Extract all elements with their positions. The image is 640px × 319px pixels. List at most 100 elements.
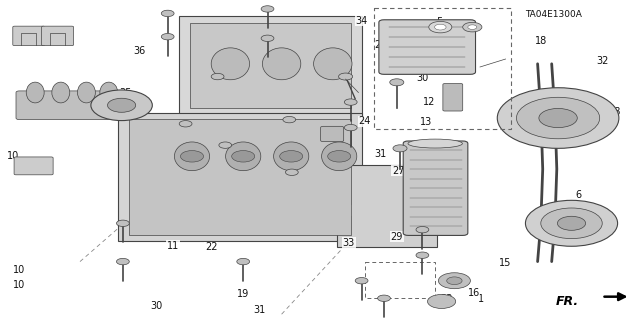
Ellipse shape	[100, 82, 118, 103]
Text: 27: 27	[392, 166, 404, 176]
FancyBboxPatch shape	[13, 26, 45, 46]
Ellipse shape	[174, 142, 210, 171]
Circle shape	[179, 121, 192, 127]
FancyBboxPatch shape	[14, 157, 53, 175]
Circle shape	[285, 169, 298, 175]
Text: 6: 6	[575, 189, 582, 200]
Text: 11: 11	[416, 147, 429, 157]
Text: 5: 5	[436, 17, 443, 27]
Circle shape	[161, 10, 174, 17]
FancyBboxPatch shape	[179, 16, 362, 118]
Text: 26: 26	[413, 40, 426, 50]
Text: 37: 37	[250, 52, 262, 63]
Text: 10: 10	[13, 264, 26, 275]
Circle shape	[116, 258, 129, 265]
Ellipse shape	[52, 82, 70, 103]
Circle shape	[390, 79, 404, 86]
Text: 12: 12	[422, 97, 435, 107]
Circle shape	[539, 108, 577, 128]
Text: 33: 33	[342, 238, 355, 248]
Circle shape	[261, 6, 274, 12]
Text: 21: 21	[448, 36, 461, 46]
Ellipse shape	[226, 142, 261, 171]
Text: 30: 30	[339, 205, 351, 216]
Circle shape	[91, 90, 152, 121]
Circle shape	[339, 73, 353, 80]
Circle shape	[219, 142, 232, 148]
FancyBboxPatch shape	[129, 119, 351, 235]
FancyBboxPatch shape	[403, 141, 468, 235]
Ellipse shape	[408, 139, 463, 148]
Circle shape	[378, 295, 390, 301]
Text: FR.: FR.	[556, 295, 579, 308]
Text: 34: 34	[355, 16, 368, 26]
Circle shape	[429, 21, 452, 33]
Circle shape	[237, 258, 250, 265]
Circle shape	[435, 24, 446, 30]
Circle shape	[344, 124, 357, 131]
Ellipse shape	[26, 82, 44, 103]
Text: 35: 35	[119, 87, 132, 98]
Text: 10: 10	[13, 279, 26, 290]
Circle shape	[463, 22, 482, 32]
Text: 26: 26	[374, 40, 387, 50]
Text: 29: 29	[390, 232, 403, 242]
Text: 14: 14	[442, 87, 454, 98]
Circle shape	[280, 151, 303, 162]
Text: 23: 23	[440, 294, 453, 304]
Circle shape	[416, 226, 429, 233]
FancyBboxPatch shape	[321, 126, 344, 142]
Circle shape	[447, 277, 462, 285]
Text: TA04E1300A: TA04E1300A	[525, 10, 582, 19]
Text: 1: 1	[478, 294, 484, 304]
Circle shape	[211, 73, 224, 80]
Circle shape	[497, 88, 619, 148]
Ellipse shape	[77, 82, 95, 103]
Circle shape	[393, 145, 407, 152]
Ellipse shape	[274, 142, 309, 171]
Text: 31: 31	[253, 305, 266, 315]
Circle shape	[525, 200, 618, 246]
Text: 22: 22	[205, 242, 218, 252]
FancyBboxPatch shape	[379, 20, 476, 74]
Text: 11: 11	[166, 241, 179, 251]
Circle shape	[116, 220, 129, 226]
Circle shape	[438, 273, 470, 289]
Circle shape	[232, 151, 255, 162]
Circle shape	[468, 25, 477, 29]
Text: 18: 18	[534, 36, 547, 46]
Ellipse shape	[262, 48, 301, 80]
Text: 7: 7	[573, 129, 579, 139]
Bar	[374, 8, 511, 129]
Text: 24: 24	[358, 116, 371, 126]
Text: 35: 35	[424, 25, 436, 35]
Circle shape	[344, 99, 357, 105]
Text: 13: 13	[419, 117, 432, 127]
FancyBboxPatch shape	[16, 91, 131, 120]
Circle shape	[180, 151, 204, 162]
Text: 10: 10	[6, 151, 19, 161]
Text: 19: 19	[237, 289, 250, 299]
Circle shape	[328, 151, 351, 162]
Ellipse shape	[211, 48, 250, 80]
Circle shape	[161, 33, 174, 40]
FancyBboxPatch shape	[190, 23, 351, 108]
FancyBboxPatch shape	[337, 165, 437, 247]
Text: 32: 32	[596, 56, 609, 66]
Circle shape	[355, 278, 368, 284]
Circle shape	[416, 252, 429, 258]
Circle shape	[541, 208, 602, 239]
Text: 20: 20	[454, 220, 467, 230]
Bar	[365, 262, 435, 298]
Text: 16: 16	[467, 288, 480, 299]
Circle shape	[108, 98, 136, 112]
Text: 2: 2	[323, 181, 330, 191]
Circle shape	[557, 216, 586, 230]
Text: 8: 8	[538, 124, 544, 134]
Circle shape	[283, 116, 296, 123]
Circle shape	[516, 97, 600, 139]
Text: 25: 25	[230, 169, 243, 179]
FancyBboxPatch shape	[42, 26, 74, 46]
Ellipse shape	[322, 142, 357, 171]
Text: 36: 36	[133, 46, 146, 56]
